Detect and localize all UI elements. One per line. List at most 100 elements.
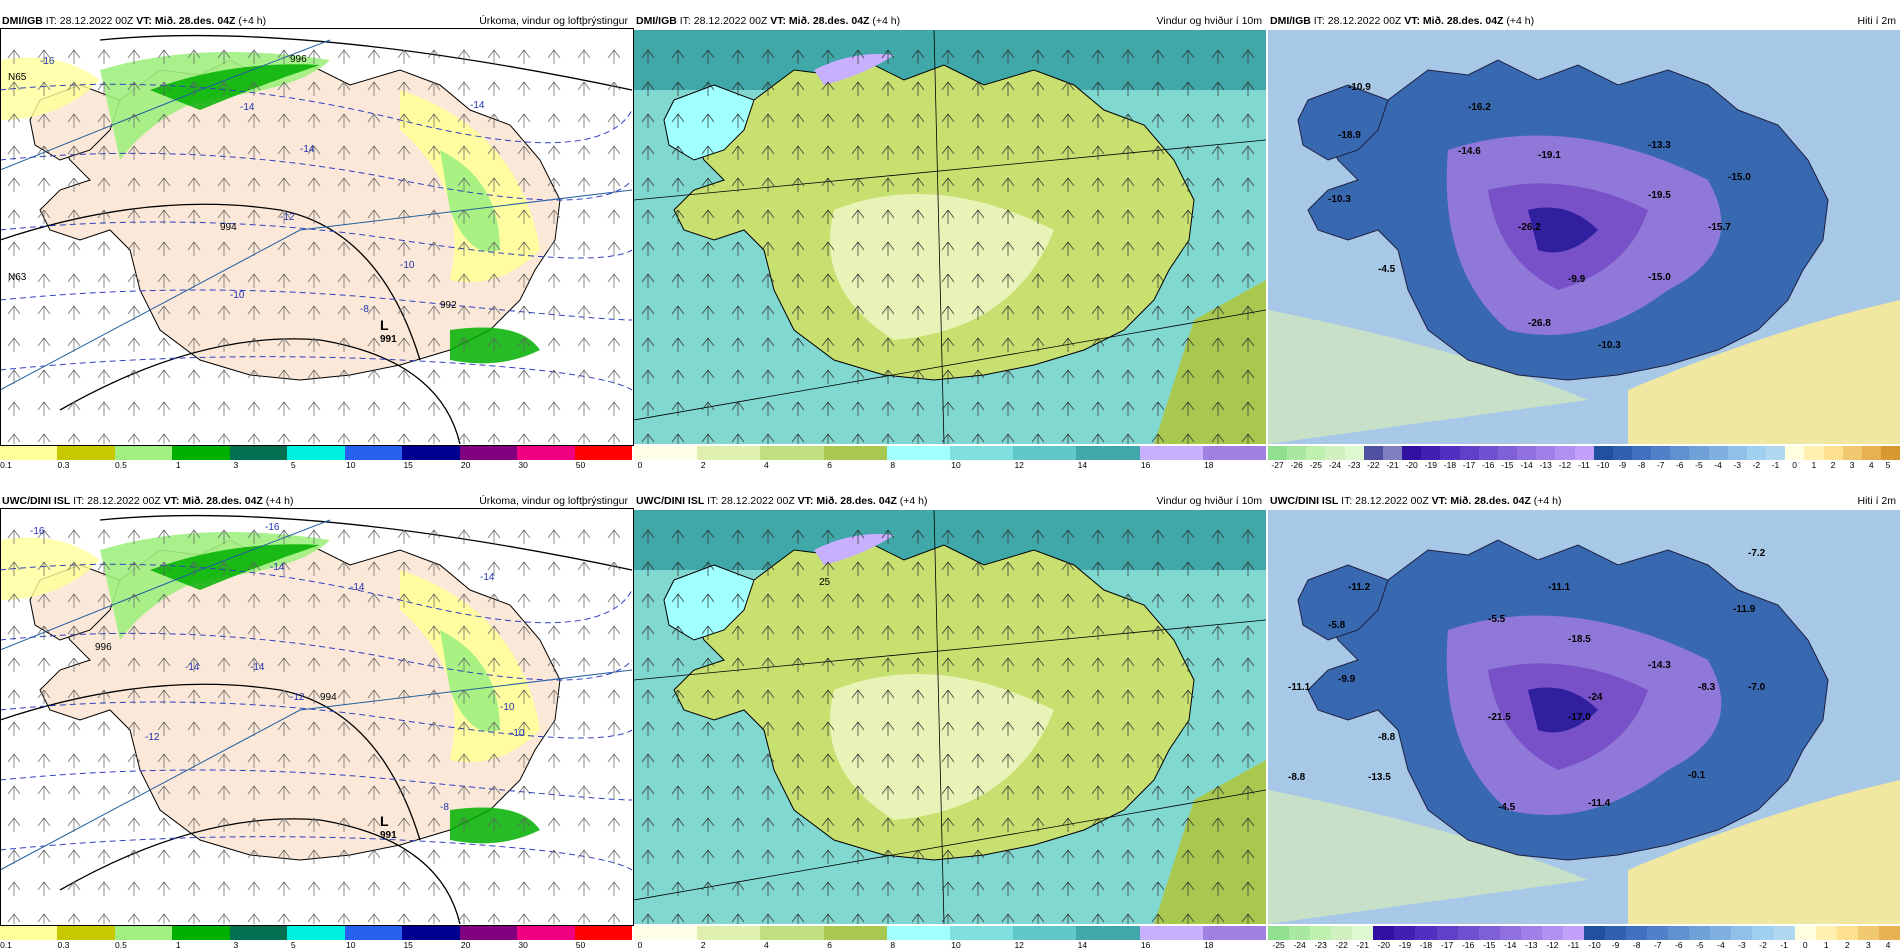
wind-barb [577, 177, 591, 192]
wind-barb [1241, 113, 1255, 128]
wind-barb [67, 145, 81, 160]
wind-barb [701, 337, 715, 352]
map-label: -11.4 [1588, 798, 1611, 809]
wind-barb [911, 625, 925, 640]
wind-barb [37, 305, 51, 320]
wind-barb [247, 273, 261, 288]
wind-barb [821, 305, 835, 320]
wind-barb [97, 529, 111, 544]
wind-barb [337, 433, 351, 444]
wind-barb [367, 657, 381, 672]
model-name: DMI/IGB [2, 15, 43, 27]
wind-barb [577, 593, 591, 608]
wind-barb [37, 81, 51, 96]
wind-barb [7, 49, 21, 64]
map-label: -13.3 [1648, 140, 1671, 151]
wind-barb [1091, 753, 1105, 768]
legend-tick: 10 [345, 460, 356, 470]
wind-barb [1181, 849, 1195, 864]
wind-barb [37, 657, 51, 672]
wind-barb [7, 209, 21, 224]
wind-barb [1001, 81, 1015, 96]
wind-barb [97, 273, 111, 288]
wind-barb [761, 721, 775, 736]
wind-barb [367, 785, 381, 800]
wind-barb [821, 337, 835, 352]
wind-barb [397, 721, 411, 736]
legend-tick: -13 [1539, 460, 1552, 470]
color-legend [0, 446, 632, 460]
wind-barb [911, 433, 925, 444]
wind-barb [941, 689, 955, 704]
wind-barb [1211, 177, 1225, 192]
wind-barb [701, 401, 715, 416]
wind-barb [941, 177, 955, 192]
wind-barb [337, 401, 351, 416]
legend-tick: 4 [764, 460, 769, 470]
wind-barb [277, 113, 291, 128]
map-label: -14 [350, 582, 365, 593]
wind-barb [487, 145, 501, 160]
wind-barb [911, 81, 925, 96]
wind-barb [761, 337, 775, 352]
wind-barb [517, 529, 531, 544]
wind-barb [941, 241, 955, 256]
legend-tick: 14 [1077, 940, 1088, 950]
wind-barb [37, 177, 51, 192]
wind-barb [701, 625, 715, 640]
wind-barb [277, 913, 291, 924]
wind-barb [701, 689, 715, 704]
wind-barb [821, 49, 835, 64]
legend-tick: 0.3 [57, 940, 70, 950]
wind-barb [671, 657, 685, 672]
wind-barb [701, 561, 715, 576]
wind-barb [67, 881, 81, 896]
wind-barb [1181, 305, 1195, 320]
wind-barb [97, 849, 111, 864]
wind-barb [1031, 241, 1045, 256]
wind-barb [157, 113, 171, 128]
wind-barb [911, 273, 925, 288]
wind-barb [397, 369, 411, 384]
wind-barb [821, 689, 835, 704]
wind-barb [1091, 657, 1105, 672]
wind-barb [911, 689, 925, 704]
wind-barb [247, 721, 261, 736]
wind-barb [1061, 401, 1075, 416]
wind-barb [1151, 657, 1165, 672]
wind-barb [457, 529, 471, 544]
wind-barb [1181, 817, 1195, 832]
wind-barb [731, 113, 745, 128]
legend-tick: -16 [1482, 460, 1495, 470]
map-label: -19.1 [1538, 150, 1561, 161]
map-label: -7.2 [1748, 548, 1766, 559]
wind-barb [397, 785, 411, 800]
wind-barb [337, 881, 351, 896]
wind-barb [517, 209, 531, 224]
wind-barb [337, 209, 351, 224]
wind-barb [67, 401, 81, 416]
wind-barb [277, 49, 291, 64]
wind-barb [307, 529, 321, 544]
wind-barb [427, 145, 441, 160]
wind-barb [1121, 625, 1135, 640]
legend-tick: -2 [1759, 940, 1767, 950]
wind-barb [911, 593, 925, 608]
wind-barb [457, 433, 471, 444]
map-label: -8.8 [1288, 772, 1306, 783]
wind-barb [277, 177, 291, 192]
legend-tick: 1 [175, 460, 181, 470]
wind-barb [157, 433, 171, 444]
wind-barb [517, 145, 531, 160]
wind-barb [337, 177, 351, 192]
wind-barb [1001, 561, 1015, 576]
wind-barb [577, 913, 591, 924]
wind-barb [1121, 369, 1135, 384]
wind-barb [337, 817, 351, 832]
wind-barb [157, 721, 171, 736]
wind-barb [457, 593, 471, 608]
wind-barb [1091, 401, 1105, 416]
wind-barb [217, 625, 231, 640]
legend-tick: -24 [1328, 460, 1342, 470]
wind-barb [577, 49, 591, 64]
